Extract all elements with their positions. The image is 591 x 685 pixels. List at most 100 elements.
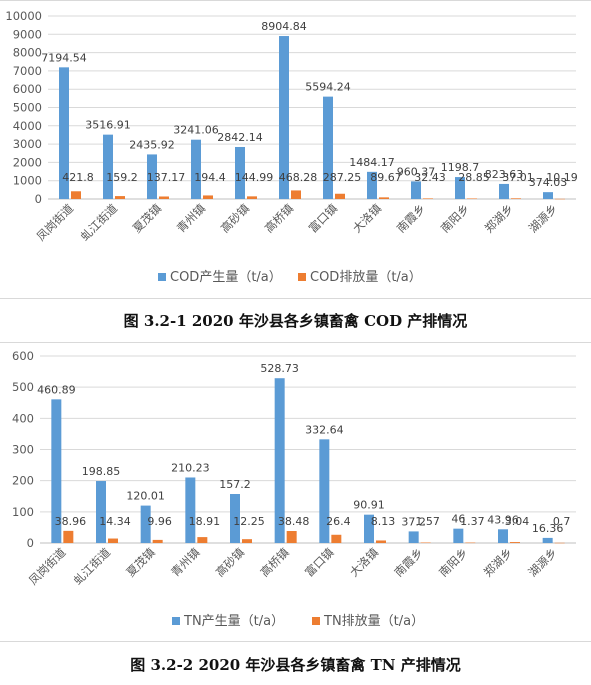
bar: [291, 190, 301, 199]
bar: [408, 531, 419, 543]
data-label: 90.91: [353, 499, 385, 512]
y-tick-label: 9000: [13, 27, 42, 41]
y-tick-label: 1000: [13, 174, 42, 188]
data-label: 38.48: [278, 515, 310, 528]
data-label: 159.2: [106, 171, 138, 184]
bar: [543, 192, 553, 199]
data-label: 28.85: [458, 171, 490, 184]
bar: [510, 542, 520, 543]
data-label: 37.01: [502, 171, 534, 184]
bar: [379, 197, 389, 199]
y-tick-label: 500: [12, 380, 34, 394]
bar: [63, 530, 74, 543]
legend-swatch: [312, 617, 320, 625]
bar: [191, 139, 201, 199]
data-label: 287.25: [323, 171, 362, 184]
y-tick-label: 10000: [5, 9, 42, 23]
bar: [453, 528, 464, 543]
bar: [465, 542, 476, 544]
data-label: 38.96: [55, 515, 87, 528]
bar: [498, 529, 508, 543]
data-label: 144.99: [235, 171, 274, 184]
data-label: 5594.24: [305, 81, 351, 94]
data-label: 1.37: [460, 515, 485, 528]
data-label: 9.96: [147, 515, 172, 528]
data-label: 823.63: [485, 168, 524, 181]
data-label: 1484.17: [349, 156, 395, 169]
bar: [230, 494, 240, 543]
bar: [499, 183, 509, 199]
legend: COD产生量（t/a） COD排放量（t/a）: [158, 270, 422, 285]
y-tick-label: 300: [12, 443, 34, 457]
chart2-top-border: [0, 342, 591, 343]
data-label: 32.43: [414, 171, 446, 184]
legend-swatch: [172, 617, 180, 625]
y-tick-label: 600: [12, 349, 34, 363]
data-label: 3.04: [505, 515, 530, 528]
x-tick-label: 高砂镇: [218, 201, 253, 236]
bar: [335, 193, 345, 199]
x-tick-label: 青州镇: [168, 545, 203, 580]
data-label: 528.73: [260, 362, 299, 375]
x-tick-label: 虬江街道: [71, 545, 114, 588]
chart2-bottom-border: [0, 641, 591, 642]
data-label: 194.4: [194, 171, 226, 184]
legend-label: COD排放量（t/a）: [310, 270, 422, 285]
legend: TN产生量（t/a） TN排放量（t/a）: [172, 614, 424, 629]
x-tick-label: 富口镇: [306, 201, 341, 236]
bar: [147, 154, 157, 199]
y-tick-label: 6000: [13, 82, 42, 96]
data-label: 460.89: [37, 383, 76, 396]
legend-label: TN产生量（t/a）: [183, 614, 284, 629]
y-tick-label: 8000: [13, 46, 42, 60]
bar: [367, 171, 377, 199]
legend-swatch: [158, 273, 166, 281]
data-label: 3241.06: [173, 124, 219, 137]
x-tick-label: 青州镇: [174, 201, 209, 236]
x-tick-label: 夏茂镇: [130, 201, 165, 236]
legend-swatch: [298, 273, 306, 281]
data-label: 12.25: [233, 515, 265, 528]
data-label: 8904.84: [261, 20, 307, 33]
bar: [71, 191, 81, 199]
figure-caption-cod: 图 3.2-1 2020 年沙县各乡镇畜禽 COD 产排情况: [123, 312, 468, 330]
data-label: 43.96: [487, 513, 519, 526]
chart1-bottom-border: [0, 298, 591, 299]
x-tick-label: 大洛镇: [350, 201, 385, 236]
data-label: 157.2: [219, 478, 251, 491]
bar: [364, 514, 374, 543]
data-label: 332.64: [305, 423, 344, 436]
data-label: 89.67: [370, 171, 402, 184]
data-label: 7194.54: [41, 51, 87, 64]
x-tick-label: 郑湖乡: [481, 545, 515, 579]
x-tick-label: 湖源乡: [526, 201, 560, 235]
data-label: 1198.7: [441, 161, 480, 174]
data-label: 8.13: [371, 515, 396, 528]
data-label: 120.01: [126, 490, 165, 503]
x-tick-label: 高砂镇: [213, 545, 248, 580]
bar: [242, 539, 252, 543]
bar: [376, 540, 386, 543]
bar: [140, 505, 151, 543]
bar: [279, 36, 289, 199]
data-label: 14.34: [99, 515, 131, 528]
y-tick-label: 100: [12, 505, 34, 519]
x-tick-label: 南霞乡: [391, 545, 425, 579]
bar: [103, 134, 113, 199]
bar: [96, 481, 106, 543]
data-label: 137.17: [147, 171, 186, 184]
data-label: 3516.91: [85, 119, 131, 132]
data-label: 960.37: [397, 165, 436, 178]
tn-chart-panel: 0 100 200 300 400 500 600 460.89 38.96 凤岗街道 198.85…: [0, 342, 591, 642]
bar: [59, 67, 69, 199]
x-tick-label: 凤岗街道: [26, 545, 69, 588]
data-label: 18.91: [189, 515, 221, 528]
data-label: 374.03: [529, 176, 568, 189]
legend-label: COD产生量（t/a）: [170, 270, 282, 285]
x-tick-label: 高桥镇: [262, 201, 297, 236]
x-tick-label: 湖源乡: [525, 545, 559, 579]
y-tick-label: 200: [12, 474, 34, 488]
data-label: 37.2: [401, 515, 426, 528]
data-label: 10.19: [546, 171, 578, 184]
bar: [159, 196, 169, 199]
